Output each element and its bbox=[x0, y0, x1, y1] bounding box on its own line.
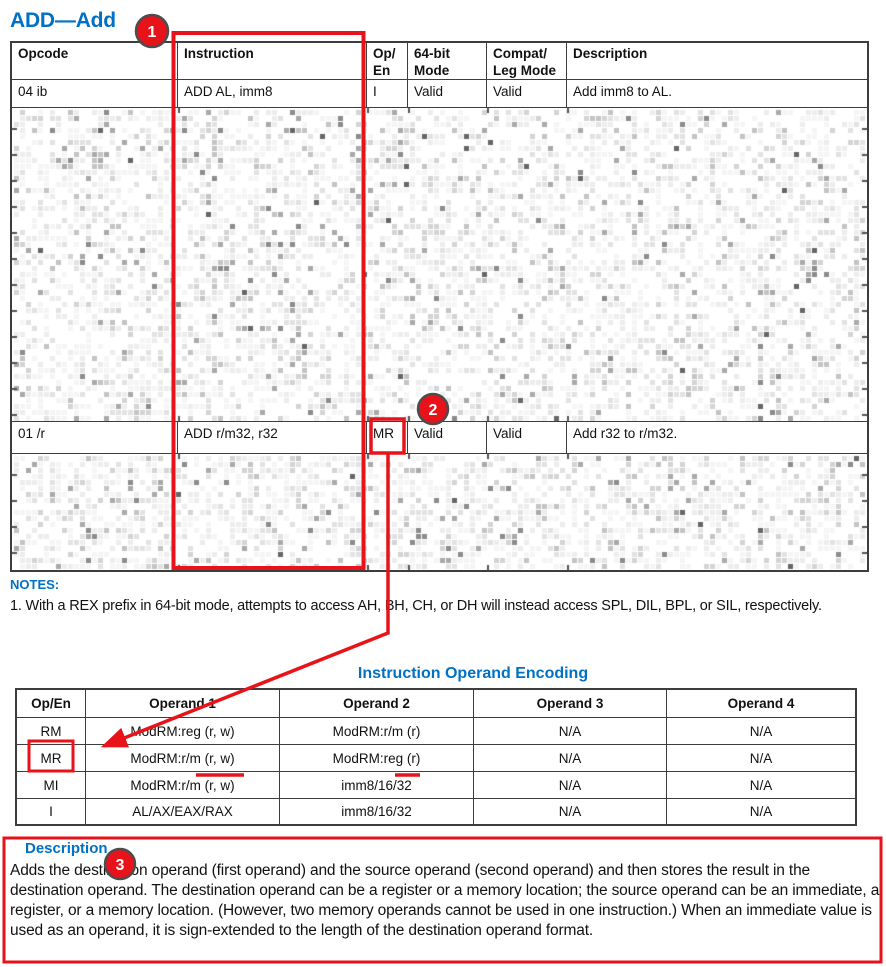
enc-header-operand1: Operand 1 bbox=[86, 690, 280, 717]
enc-header-operand2: Operand 2 bbox=[280, 690, 474, 717]
col-header-description: Description bbox=[573, 46, 648, 61]
instruction-cell: ADD AL, imm8 bbox=[178, 80, 367, 107]
compat-leg-mode-cell: Valid bbox=[487, 80, 567, 107]
encoding-row-i: I AL/AX/EAX/RAX imm8/16/32 N/A N/A bbox=[17, 799, 855, 824]
encoding-header-row: Op/En Operand 1 Operand 2 Operand 3 Oper… bbox=[17, 690, 855, 718]
operand-encoding-table: Op/En Operand 1 Operand 2 Operand 3 Oper… bbox=[15, 688, 857, 826]
redaction-noise bbox=[12, 108, 867, 421]
enc-header-op-en: Op/En bbox=[17, 690, 86, 717]
enc-operand4-cell: N/A bbox=[749, 723, 773, 739]
enc-operand1-cell: ModRM:r/m (r, w) bbox=[86, 745, 280, 771]
encoding-row-mi: MI ModRM:r/m (r, w) imm8/16/32 N/A N/A bbox=[17, 772, 855, 799]
redacted-rows-block-1 bbox=[12, 108, 867, 422]
enc-operand3-cell: N/A bbox=[474, 799, 667, 824]
description-cell: Add r32 to r/m32. bbox=[573, 426, 678, 441]
enc-op-en-cell: MI bbox=[17, 772, 86, 798]
opcode-cell: 01 /r bbox=[12, 422, 178, 453]
notes-heading: NOTES: bbox=[10, 577, 60, 592]
enc-op-en-cell: RM bbox=[17, 718, 86, 744]
enc-operand4-cell: N/A bbox=[749, 777, 773, 793]
enc-header-operand4: Operand 4 bbox=[727, 696, 795, 711]
col-header-op-en: Op/ En bbox=[367, 43, 408, 79]
enc-operand1-cell: AL/AX/EAX/RAX bbox=[86, 799, 280, 824]
enc-operand4-cell: N/A bbox=[749, 750, 773, 766]
description-body: Adds the destination operand (first oper… bbox=[10, 862, 880, 939]
enc-operand1-cell: ModRM:r/m (r, w) bbox=[86, 772, 280, 798]
instruction-cell: ADD r/m32, r32 bbox=[178, 422, 367, 453]
enc-header-operand3: Operand 3 bbox=[474, 690, 667, 717]
description-cell: Add imm8 to AL. bbox=[573, 84, 673, 99]
page-title: ADD—Add bbox=[10, 9, 116, 32]
enc-operand3-cell: N/A bbox=[474, 745, 667, 771]
col-header-instruction: Instruction bbox=[178, 43, 367, 79]
col-header-opcode: Opcode bbox=[12, 43, 178, 79]
table-row-add-al-imm8: 04 ib ADD AL, imm8 I Valid Valid Add imm… bbox=[12, 80, 867, 108]
64bit-mode-cell: Valid bbox=[408, 80, 487, 107]
op-en-cell: MR bbox=[367, 422, 408, 453]
col-header-compat-leg-mode: Compat/ Leg Mode bbox=[487, 43, 567, 79]
enc-operand2-cell: ModRM:r/m (r) bbox=[280, 718, 474, 744]
64bit-mode-cell: Valid bbox=[408, 422, 487, 453]
note-1: 1. With a REX prefix in 64-bit mode, att… bbox=[10, 598, 822, 614]
col-header-64bit-mode: 64-bit Mode bbox=[408, 43, 487, 79]
encoding-row-rm: RM ModRM:reg (r, w) ModRM:r/m (r) N/A N/… bbox=[17, 718, 855, 745]
enc-op-en-cell: MR bbox=[17, 745, 86, 771]
opcode-table-header-row: Opcode Instruction Op/ En 64-bit Mode Co… bbox=[12, 43, 867, 80]
enc-operand2-cell: ModRM:reg (r) bbox=[280, 745, 474, 771]
enc-operand4-cell: N/A bbox=[749, 804, 773, 819]
opcode-cell: 04 ib bbox=[12, 80, 178, 107]
compat-leg-mode-cell: Valid bbox=[487, 422, 567, 453]
opcode-table: Opcode Instruction Op/ En 64-bit Mode Co… bbox=[10, 41, 869, 572]
enc-operand3-cell: N/A bbox=[474, 772, 667, 798]
redacted-rows-block-2 bbox=[12, 454, 867, 570]
redaction-noise bbox=[12, 454, 867, 570]
encoding-row-mr: MR ModRM:r/m (r, w) ModRM:reg (r) N/A N/… bbox=[17, 745, 855, 772]
op-en-cell: I bbox=[367, 80, 408, 107]
description-heading: Description bbox=[25, 840, 108, 857]
operand-encoding-title: Instruction Operand Encoding bbox=[357, 665, 589, 682]
table-row-add-rm32-r32: 01 /r ADD r/m32, r32 MR Valid Valid Add … bbox=[12, 422, 867, 454]
svg-text:1: 1 bbox=[148, 24, 157, 41]
enc-operand3-cell: N/A bbox=[474, 718, 667, 744]
enc-operand1-cell: ModRM:reg (r, w) bbox=[86, 718, 280, 744]
enc-operand2-cell: imm8/16/32 bbox=[280, 772, 474, 798]
enc-op-en-cell: I bbox=[17, 799, 86, 824]
enc-operand2-cell: imm8/16/32 bbox=[280, 799, 474, 824]
